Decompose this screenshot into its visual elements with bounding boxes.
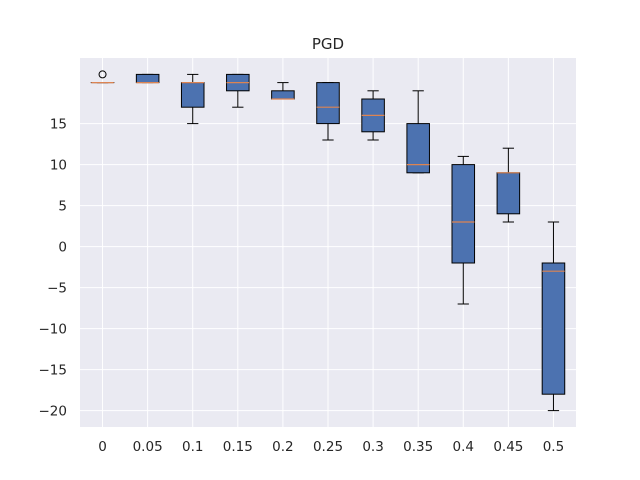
- box-group: [316, 82, 340, 141]
- x-tick-label: 0.5: [543, 439, 564, 455]
- x-tick-label: 0.4: [453, 439, 474, 455]
- box-group: [361, 90, 385, 141]
- x-tick-label: 0.05: [133, 439, 163, 455]
- y-tick-label: 15: [50, 117, 67, 133]
- box-iqr: [271, 90, 295, 100]
- y-tick-label: 10: [50, 158, 67, 174]
- box-group: [541, 221, 566, 412]
- box-group: [226, 73, 250, 108]
- box-iqr: [496, 172, 521, 215]
- box-group: [271, 82, 295, 100]
- box-group: [90, 70, 115, 84]
- outlier-point: [98, 70, 107, 79]
- y-tick-label: −15: [39, 363, 68, 379]
- x-tick-label: 0.15: [223, 439, 253, 455]
- box-iqr: [451, 164, 476, 264]
- boxes: [90, 70, 566, 412]
- x-tick-label: 0.35: [403, 439, 433, 455]
- box-group: [496, 147, 521, 223]
- x-tick-label: 0.3: [362, 439, 383, 455]
- box-group: [451, 155, 476, 305]
- x-tick-label: 0.45: [493, 439, 523, 455]
- box-iqr: [135, 73, 160, 84]
- box-iqr: [180, 82, 205, 108]
- box-iqr: [316, 82, 340, 125]
- y-tick-label: 0: [58, 240, 67, 256]
- x-tick-label: 0.2: [272, 439, 293, 455]
- y-tick-labels: −20 −15 −10 −5 0 5 10 15: [39, 117, 68, 420]
- y-tick-label: −5: [47, 281, 67, 297]
- x-tick-label: 0.25: [313, 439, 343, 455]
- x-tick-label: 0: [98, 439, 107, 455]
- box-iqr: [406, 123, 430, 174]
- y-tick-label: 5: [58, 199, 67, 215]
- box-iqr: [541, 262, 566, 395]
- y-tick-label: −10: [39, 322, 68, 338]
- x-tick-label: 0.1: [182, 439, 203, 455]
- y-tick-label: −20: [39, 404, 68, 420]
- box-group: [406, 90, 430, 174]
- chart-title: PGD: [312, 35, 344, 53]
- x-tick-labels: 0 0.05 0.1 0.15 0.2 0.25 0.3 0.35 0.4 0.45 0.5: [98, 439, 564, 455]
- box-group: [180, 73, 205, 125]
- box-group: [135, 73, 160, 84]
